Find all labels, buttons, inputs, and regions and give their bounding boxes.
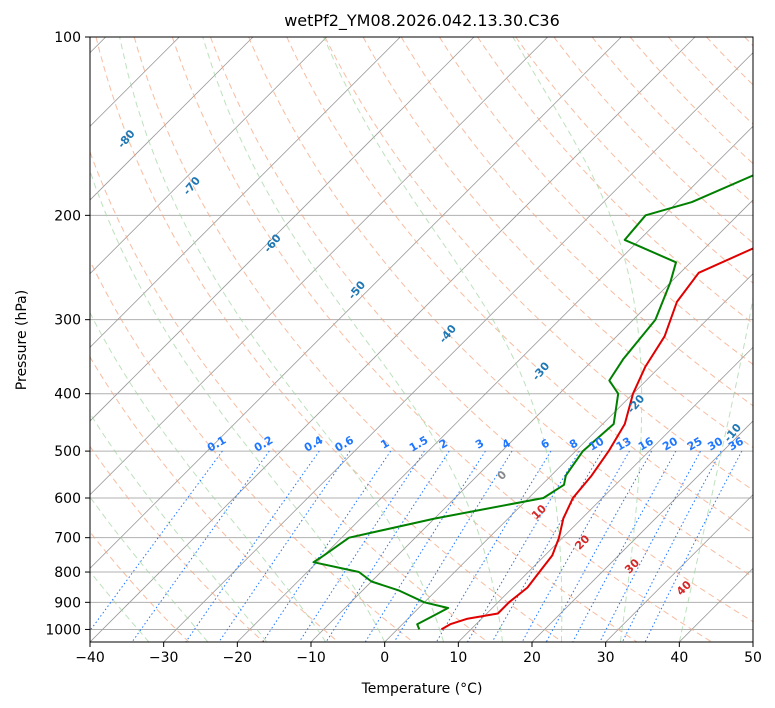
dry-adiabat-line	[324, 37, 753, 491]
x-tick-label: 10	[449, 650, 467, 666]
moist-adiabat-line	[512, 37, 643, 642]
dry-adiabats	[90, 37, 753, 642]
dry-adiabat-line	[286, 37, 753, 534]
dewpoint-line	[312, 174, 753, 630]
dry-adiabat-line	[210, 37, 753, 623]
moist-adiabats	[90, 37, 753, 642]
y-tick-label: 500	[54, 444, 81, 460]
isotherm-line	[90, 37, 548, 496]
moist-adiabat-line	[678, 295, 753, 642]
profile-series	[312, 174, 753, 631]
y-tick-label: 100	[54, 30, 81, 46]
x-tick-label: 0	[380, 650, 389, 666]
dry-adiabat-line	[248, 37, 753, 578]
chart-title: wetPf2_YM08.2026.042.13.30.C36	[284, 11, 560, 31]
moist-adiabat-line	[90, 496, 209, 642]
dry-adiabat-line	[171, 37, 712, 642]
y-axis-label: Pressure (hPa)	[14, 290, 30, 390]
x-axis-ticks: −40 −30 −20 −10 0 10 20 30 40 50	[75, 642, 762, 666]
mixing-ratio-line	[218, 450, 351, 642]
dry-adiabat-line	[90, 356, 339, 642]
mixing-ratio-line	[521, 450, 630, 642]
dry-adiabat-line	[362, 37, 753, 449]
x-tick-label: 40	[670, 650, 688, 666]
mixing-ratio-line	[298, 450, 425, 642]
mixing-ratio-line	[644, 450, 743, 642]
mixing-ratio-line	[572, 450, 677, 642]
dry-adiabat-line	[438, 37, 753, 366]
x-tick-label: −10	[296, 650, 326, 666]
x-tick-label: −20	[223, 650, 253, 666]
mixing-ratio-line	[621, 450, 722, 642]
y-tick-label: 300	[54, 313, 81, 329]
dry-adiabat-line	[400, 37, 753, 407]
x-tick-label: 50	[744, 650, 762, 666]
mixing-ratio-line	[545, 450, 653, 642]
isotherm-line	[90, 37, 327, 275]
isotherm-line	[384, 273, 753, 642]
y-tick-label: 600	[54, 491, 81, 507]
mixing-ratio-line	[185, 450, 320, 642]
x-tick-label: −30	[149, 650, 179, 666]
isotherm-line	[90, 37, 622, 569]
moist-adiabat-line	[323, 37, 563, 642]
moist-adiabat-line	[90, 412, 268, 642]
x-tick-label: 30	[597, 650, 615, 666]
y-tick-label: 1000	[45, 622, 81, 638]
isotherm-line	[605, 494, 753, 642]
temperature-line	[440, 247, 753, 631]
mixing-ratio-line	[262, 450, 392, 642]
isotherm-line	[163, 52, 753, 642]
mixing-ratio-line	[599, 450, 701, 642]
mixing-ratio-lines	[90, 450, 743, 642]
isotherm-line	[90, 37, 475, 422]
dry-adiabat-line	[133, 37, 638, 642]
mixing-ratio-line	[491, 450, 603, 642]
x-tick-label: 20	[523, 650, 541, 666]
dry-adiabat-line	[90, 259, 414, 642]
dry-adiabat-line	[553, 37, 753, 244]
x-axis-label: Temperature (°C)	[361, 681, 483, 697]
y-tick-label: 200	[54, 208, 81, 224]
moist-adiabat-line	[90, 311, 327, 642]
x-tick-label: −40	[75, 650, 105, 666]
plot-frame	[89, 36, 754, 643]
moist-adiabat-line	[202, 37, 503, 642]
isotherm-line	[90, 37, 696, 642]
isotherm-line	[237, 125, 753, 642]
dry-adiabat-line	[95, 37, 563, 642]
dry-adiabat-line	[591, 37, 753, 204]
y-tick-label: 400	[54, 387, 81, 403]
y-axis-ticks: 100 200 300 400 500 600 700 800 900 1000	[45, 30, 90, 638]
y-tick-label: 900	[54, 595, 81, 611]
isotherm-line	[90, 37, 254, 201]
y-tick-label: 800	[54, 565, 81, 581]
y-tick-label: 700	[54, 531, 81, 547]
moist-adiabat-line	[119, 37, 445, 642]
dry-adiabat-line	[90, 445, 264, 642]
mixing-ratio-line	[90, 450, 223, 632]
mixing-ratio-line	[393, 450, 513, 642]
isotherm-line	[90, 37, 401, 348]
